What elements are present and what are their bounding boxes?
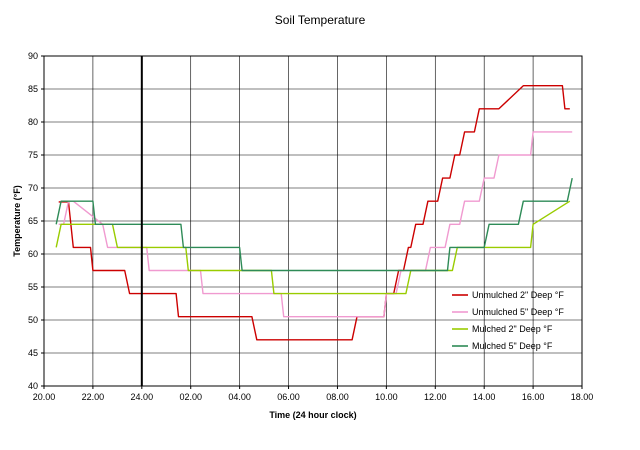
- y-tick-label: 40: [28, 381, 38, 391]
- x-tick-label: 08.00: [326, 392, 349, 402]
- legend-label-3: Mulched 2" Deep °F: [472, 324, 553, 334]
- legend-label-2: Unmulched 5" Deep °F: [472, 307, 564, 317]
- x-axis-ticks: 20.00 22.00 24.00 02.00 04.00 06.00 08.00 10.00…: [33, 386, 594, 402]
- x-axis-title: Time (24 hour clock): [269, 410, 356, 420]
- y-tick-label: 55: [28, 282, 38, 292]
- x-tick-label: 22.00: [82, 392, 105, 402]
- x-tick-label: 24.00: [131, 392, 154, 402]
- y-axis-ticks: 40 45 50 55 60 65 70 75 80 85 90: [28, 51, 44, 391]
- y-tick-label: 80: [28, 117, 38, 127]
- series-lines: [55, 84, 573, 341]
- series-line-3: [55, 200, 571, 295]
- series-line-1: [58, 84, 570, 341]
- x-tick-label: 04.00: [228, 392, 251, 402]
- x-tick-label: 10.00: [375, 392, 398, 402]
- chart-grid: [44, 56, 582, 386]
- legend: Unmulched 2" Deep °F Unmulched 5" Deep °F…: [452, 290, 564, 351]
- x-tick-label: 18.00: [571, 392, 594, 402]
- x-tick-label: 06.00: [277, 392, 300, 402]
- chart-title: Soil Temperature: [275, 13, 366, 27]
- x-tick-label: 02.00: [179, 392, 202, 402]
- x-tick-label: 14.00: [473, 392, 496, 402]
- y-tick-label: 60: [28, 249, 38, 259]
- y-tick-label: 90: [28, 51, 38, 61]
- y-tick-label: 45: [28, 348, 38, 358]
- legend-label-1: Unmulched 2" Deep °F: [472, 290, 564, 300]
- x-tick-label: 12.00: [424, 392, 447, 402]
- y-tick-label: 50: [28, 315, 38, 325]
- x-tick-label: 16.00: [522, 392, 545, 402]
- legend-label-4: Mulched 5" Deep °F: [472, 341, 553, 351]
- y-tick-label: 70: [28, 183, 38, 193]
- series-line-4: [55, 177, 573, 272]
- y-tick-label: 85: [28, 84, 38, 94]
- y-tick-label: 75: [28, 150, 38, 160]
- plot-border: [43, 55, 583, 387]
- y-tick-label: 65: [28, 216, 38, 226]
- y-axis-title: Temperature (°F): [12, 185, 22, 256]
- x-tick-label: 20.00: [33, 392, 56, 402]
